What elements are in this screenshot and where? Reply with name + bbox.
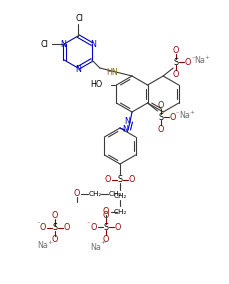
- Text: O: O: [52, 212, 58, 220]
- Text: O: O: [114, 222, 121, 231]
- Text: HO: HO: [90, 80, 102, 89]
- Text: N: N: [122, 126, 127, 135]
- Text: S: S: [157, 112, 162, 122]
- Text: ⁻: ⁻: [86, 222, 89, 227]
- Text: Na: Na: [178, 110, 189, 120]
- Text: N: N: [60, 39, 66, 49]
- Text: CH₂: CH₂: [108, 191, 121, 197]
- Text: HN: HN: [105, 68, 117, 76]
- Text: +: +: [100, 241, 105, 245]
- Text: N: N: [123, 118, 129, 126]
- Text: O: O: [184, 57, 191, 66]
- Text: O: O: [157, 101, 163, 110]
- Text: ⁻: ⁻: [191, 57, 194, 62]
- Text: O: O: [90, 222, 97, 231]
- Text: Na: Na: [90, 243, 101, 252]
- Text: O: O: [172, 45, 179, 55]
- Text: O: O: [169, 112, 175, 122]
- Text: N: N: [75, 64, 81, 74]
- Text: CH₂: CH₂: [113, 193, 126, 199]
- Text: S: S: [117, 176, 122, 185]
- Text: +: +: [188, 110, 193, 114]
- Text: O: O: [74, 189, 80, 199]
- Text: O: O: [172, 70, 179, 78]
- Text: CH₂: CH₂: [113, 209, 126, 215]
- Text: +: +: [47, 239, 52, 245]
- Text: O: O: [102, 235, 109, 243]
- Text: S: S: [103, 222, 108, 231]
- Text: +: +: [204, 55, 209, 60]
- Text: S: S: [173, 57, 178, 66]
- Text: O: O: [52, 235, 58, 245]
- Text: Cl: Cl: [40, 39, 48, 49]
- Text: O: O: [102, 210, 109, 220]
- Text: O: O: [157, 124, 163, 133]
- Text: O: O: [63, 224, 70, 233]
- Text: ⁻: ⁻: [175, 112, 178, 118]
- Text: O: O: [104, 176, 111, 185]
- Text: O: O: [102, 208, 109, 216]
- Text: Cl: Cl: [75, 14, 83, 22]
- Text: S: S: [52, 224, 57, 233]
- Text: O: O: [128, 176, 135, 185]
- Text: CH₂: CH₂: [88, 191, 101, 197]
- Text: O: O: [40, 224, 46, 233]
- Text: N: N: [90, 39, 95, 49]
- Text: ⁻: ⁻: [36, 222, 39, 227]
- Text: Na: Na: [194, 55, 205, 64]
- Text: Na: Na: [37, 241, 48, 250]
